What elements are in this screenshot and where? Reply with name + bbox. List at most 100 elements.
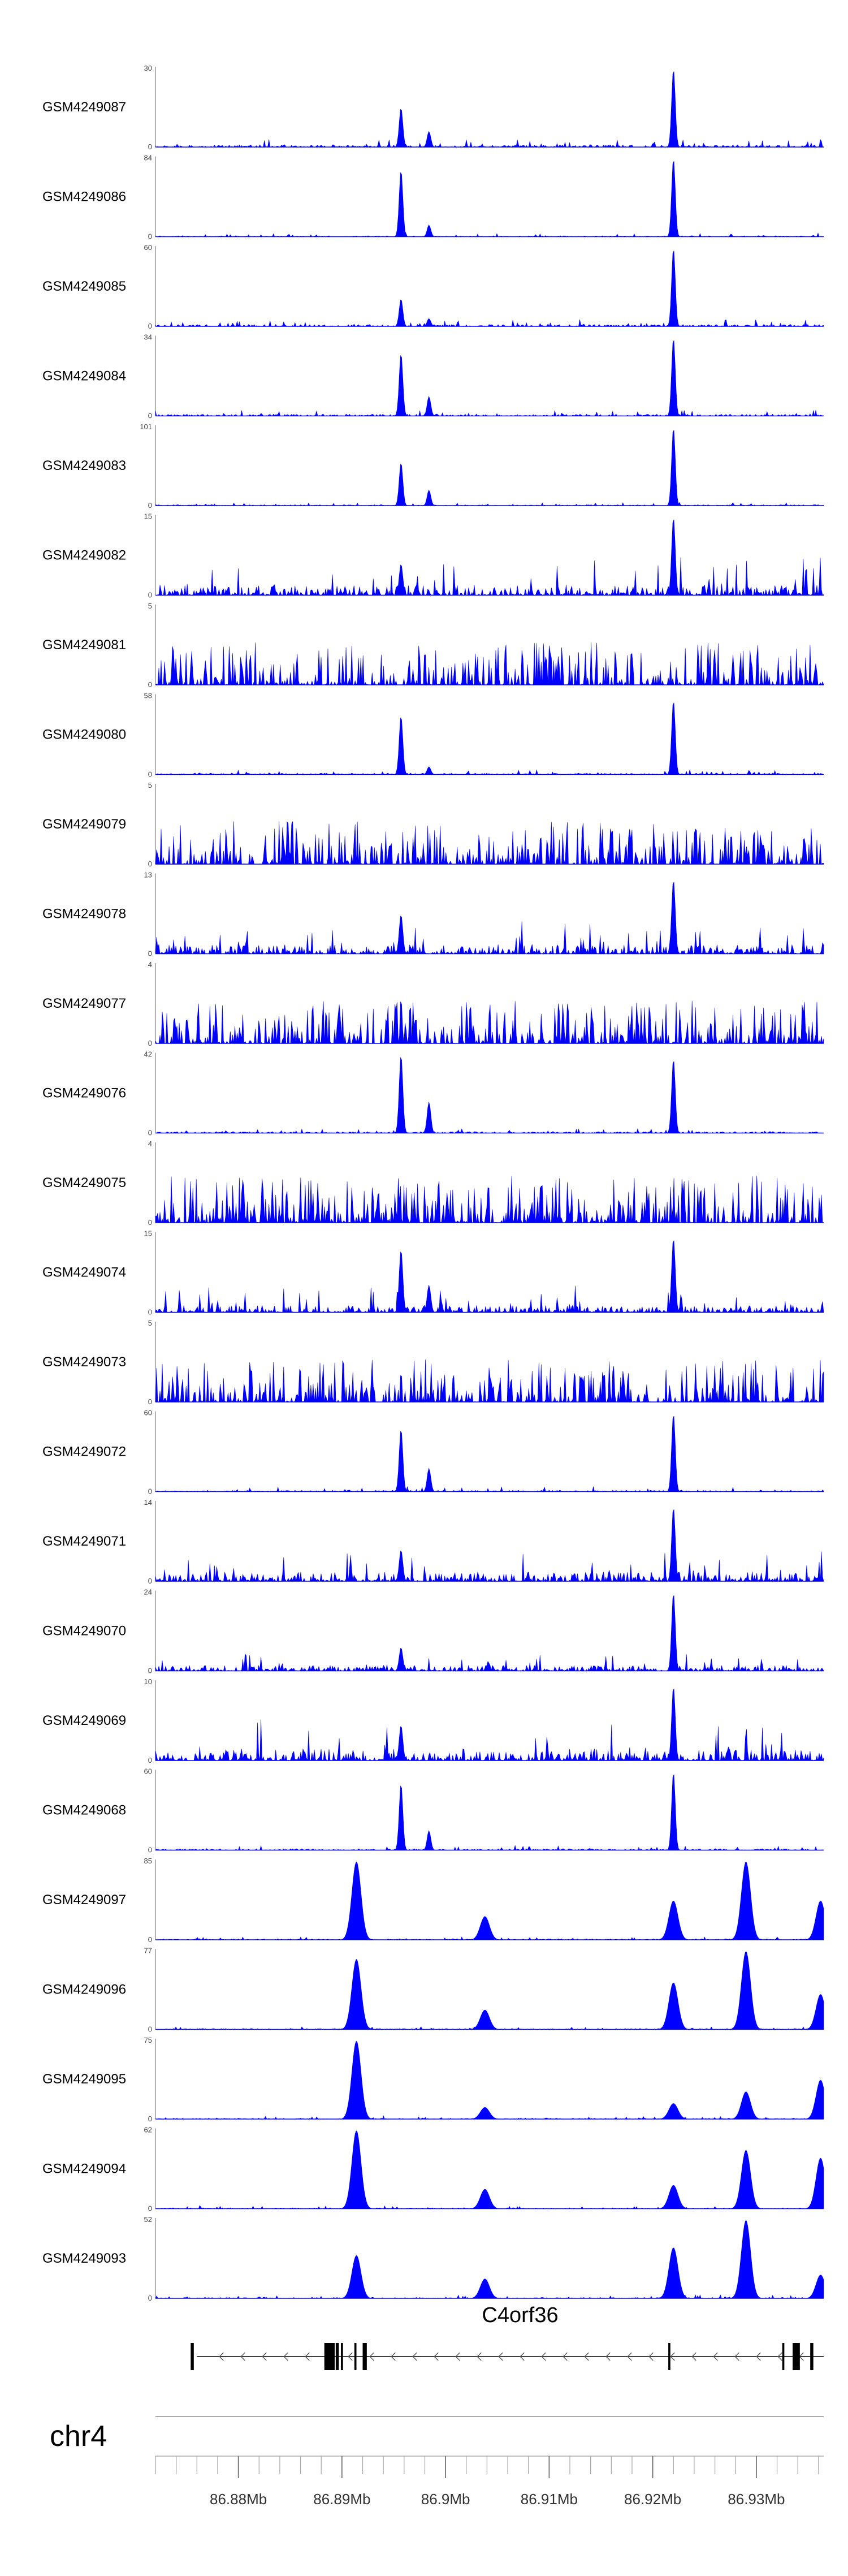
y-max-label: 60 [144,1767,152,1776]
track-GSM4249096: GSM4249096 77 0 [42,1947,824,2034]
y-max-label: 5 [148,781,152,789]
y-max-label: 85 [144,1857,152,1865]
y-min-label: 0 [148,1039,152,1047]
exon [354,2343,357,2370]
y-max-label: 10 [144,1677,152,1686]
track-GSM4249068: GSM4249068 60 0 [42,1767,824,1854]
exon [362,2343,367,2370]
coverage-area [155,1509,824,1582]
y-min-label: 0 [148,1667,152,1675]
gene-track: C4orf36 [191,2303,824,2370]
exon [335,2343,339,2370]
strand-arrow [455,2352,460,2361]
strand-arrow [691,2352,696,2361]
track-GSM4249079: GSM4249079 5 0 [42,781,824,868]
strand-arrow [541,2352,546,2361]
strand-arrow [756,2352,761,2361]
track-label: GSM4249095 [42,2072,126,2087]
y-max-label: 5 [148,602,152,610]
coverage-area [155,1861,824,1940]
track-label: GSM4249081 [42,637,126,653]
track-label: GSM4249068 [42,1803,126,1818]
strand-arrow [648,2352,654,2361]
coverage-area [155,1952,824,2030]
track-label: GSM4249097 [42,1892,126,1908]
strand-arrow [734,2352,739,2361]
y-max-label: 5 [148,1319,152,1327]
track-GSM4249074: GSM4249074 15 0 [42,1229,824,1317]
track-GSM4249095: GSM4249095 75 0 [42,2036,824,2123]
coverage-area [155,251,824,327]
exon [341,2343,343,2370]
y-min-label: 0 [148,950,152,958]
tick-label: 86.91Mb [521,2491,578,2508]
tick-label: 86.89Mb [313,2491,370,2508]
track-GSM4249070: GSM4249070 24 0 [42,1588,824,1675]
strand-arrow [584,2352,589,2361]
y-max-label: 84 [144,154,152,162]
y-max-label: 15 [144,512,152,521]
track-GSM4249072: GSM4249072 60 0 [42,1409,824,1496]
strand-arrow [627,2352,632,2361]
y-max-label: 60 [144,1409,152,1417]
strand-arrow [477,2352,482,2361]
strand-arrow [262,2352,267,2361]
coverage-area [155,2040,824,2120]
track-label: GSM4249094 [42,2161,126,2177]
coverage-tracks: GSM4249087300GSM4249086840GSM4249085600G… [42,64,824,2302]
track-label: GSM4249082 [42,548,126,563]
y-max-label: 14 [144,1498,152,1507]
y-max-label: 77 [144,1947,152,1955]
strand-arrow [670,2352,675,2361]
y-min-label: 0 [148,591,152,599]
y-max-label: 30 [144,64,152,72]
coverage-area [155,1000,824,1045]
track-label: GSM4249079 [42,817,126,832]
coverage-area [155,882,824,955]
track-GSM4249085: GSM4249085 60 0 [42,243,824,330]
track-label: GSM4249072 [42,1444,126,1460]
track-label: GSM4249076 [42,1086,126,1101]
coverage-area [155,1240,824,1313]
strand-arrow [219,2352,224,2361]
tick-label: 86.88Mb [210,2491,267,2508]
track-label: GSM4249070 [42,1624,126,1639]
track-label: GSM4249071 [42,1534,126,1549]
y-min-label: 0 [148,860,152,868]
y-max-label: 62 [144,2126,152,2134]
y-min-label: 0 [148,232,152,241]
y-min-label: 0 [148,412,152,420]
y-max-label: 75 [144,2036,152,2044]
coverage-area [155,1689,824,1762]
tick-label: 86.93Mb [728,2491,785,2508]
y-max-label: 101 [140,422,152,431]
coverage-area [155,702,824,775]
track-label: GSM4249078 [42,907,126,922]
strand-arrow [369,2352,374,2361]
coverage-area [155,642,824,686]
track-GSM4249093: GSM4249093 52 0 [42,2215,824,2302]
track-GSM4249097: GSM4249097 85 0 [42,1857,824,1944]
y-min-label: 0 [148,1487,152,1496]
track-GSM4249083: GSM4249083 101 0 [42,422,824,510]
strand-arrow [412,2352,417,2361]
track-label: GSM4249083 [42,458,126,473]
genome-axis: chr4 86.88Mb 86.89Mb 86.9Mb 86.91Mb 86.92Mb 8… [50,2416,824,2508]
strand-arrow [605,2352,611,2361]
y-max-label: 58 [144,692,152,700]
coverage-area [155,1176,824,1224]
coverage-area [155,161,824,237]
track-GSM4249069: GSM4249069 10 0 [42,1677,824,1764]
track-label: GSM4249087 [42,100,126,115]
gene-name-label: C4orf36 [482,2303,558,2327]
track-GSM4249078: GSM4249078 13 0 [42,871,824,958]
y-min-label: 0 [148,143,152,151]
tick-label: 86.9Mb [421,2491,470,2508]
coverage-area [155,1359,824,1403]
strand-arrow [434,2352,439,2361]
track-label: GSM4249096 [42,1982,126,1997]
coverage-area [155,2220,824,2299]
track-label: GSM4249086 [42,189,126,205]
y-min-label: 0 [148,322,152,330]
